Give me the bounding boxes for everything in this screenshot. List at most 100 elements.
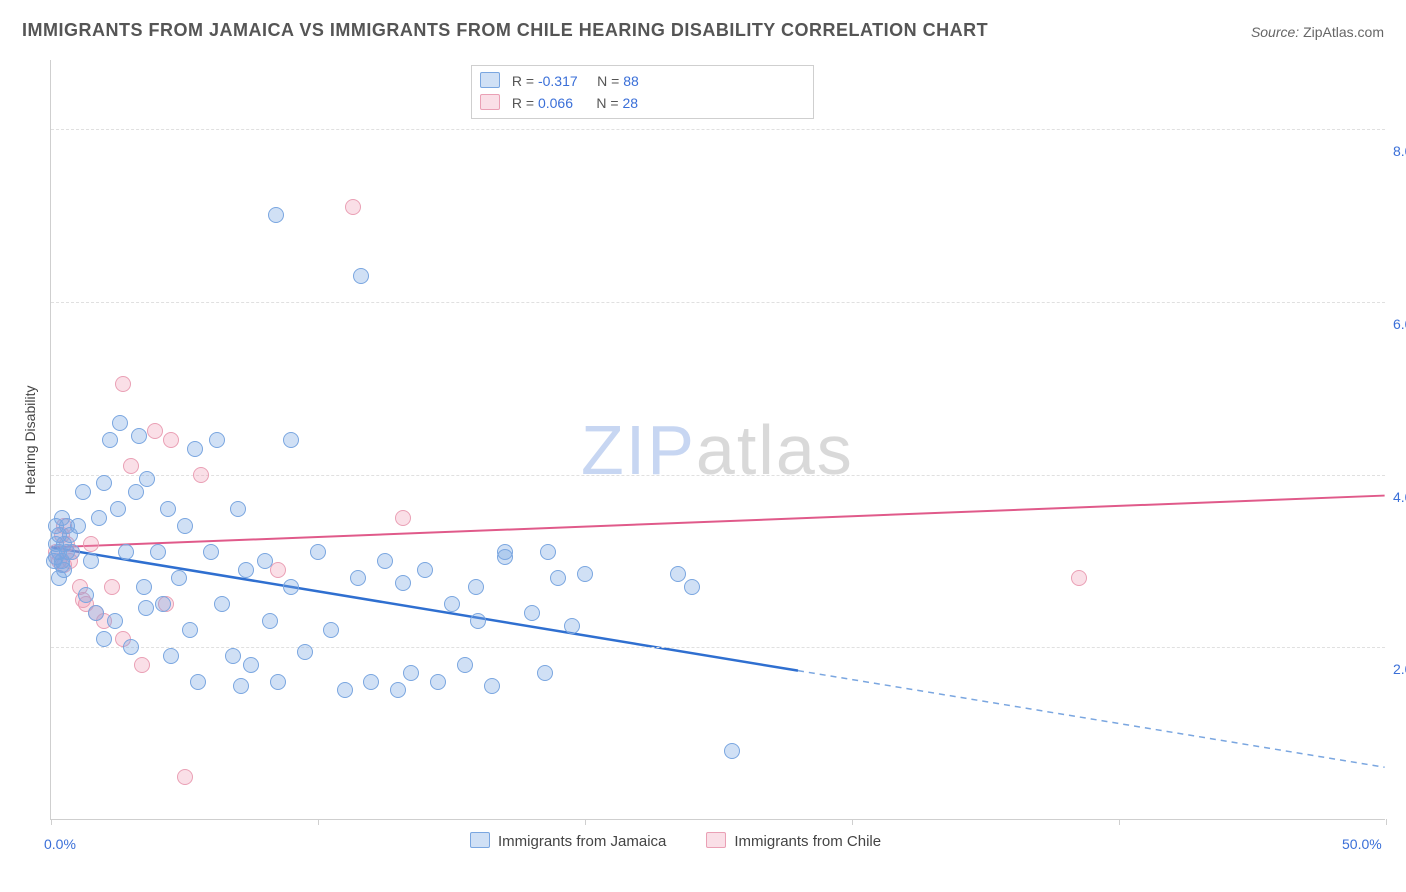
data-point-jamaica (138, 600, 154, 616)
n-value: 28 (622, 95, 638, 111)
data-point-jamaica (297, 644, 313, 660)
data-point-jamaica (233, 678, 249, 694)
data-point-jamaica (88, 605, 104, 621)
data-point-jamaica (262, 613, 278, 629)
data-point-jamaica (457, 657, 473, 673)
n-label: N = (597, 73, 619, 89)
data-point-jamaica (190, 674, 206, 690)
data-point-jamaica (310, 544, 326, 560)
data-point-jamaica (257, 553, 273, 569)
r-value: 0.066 (538, 95, 573, 111)
data-point-jamaica (91, 510, 107, 526)
data-point-jamaica (177, 518, 193, 534)
data-point-jamaica (171, 570, 187, 586)
data-point-jamaica (363, 674, 379, 690)
source-value: ZipAtlas.com (1303, 24, 1384, 40)
data-point-jamaica (139, 471, 155, 487)
data-point-jamaica (323, 622, 339, 638)
data-point-jamaica (128, 484, 144, 500)
data-point-chile (115, 376, 131, 392)
data-point-jamaica (203, 544, 219, 560)
data-point-jamaica (540, 544, 556, 560)
data-point-jamaica (70, 518, 86, 534)
data-point-chile (395, 510, 411, 526)
series-legend: Immigrants from Jamaica Immigrants from … (470, 832, 881, 850)
n-value: 88 (623, 73, 639, 89)
correlation-legend: R = -0.317 N = 88 R = 0.066 N = 28 (471, 65, 814, 119)
data-point-jamaica (670, 566, 686, 582)
x-axis-tick (1119, 819, 1120, 825)
scatter-plot-area: ZIPatlas R = -0.317 N = 88 R = 0.066 N =… (50, 60, 1385, 820)
x-axis-label-first: 0.0% (44, 836, 76, 852)
data-point-chile (147, 423, 163, 439)
data-point-jamaica (337, 682, 353, 698)
data-point-jamaica (107, 613, 123, 629)
data-point-jamaica (444, 596, 460, 612)
data-point-jamaica (724, 743, 740, 759)
correlation-legend-row-jamaica: R = -0.317 N = 88 (480, 70, 805, 92)
x-axis-tick (852, 819, 853, 825)
data-point-jamaica (484, 678, 500, 694)
data-point-jamaica (136, 579, 152, 595)
data-point-jamaica (131, 428, 147, 444)
data-point-jamaica (150, 544, 166, 560)
x-axis-tick (585, 819, 586, 825)
y-axis-tick-label: 6.0% (1393, 316, 1406, 332)
data-point-jamaica (377, 553, 393, 569)
data-point-jamaica (230, 501, 246, 517)
data-point-jamaica (187, 441, 203, 457)
data-point-jamaica (270, 674, 286, 690)
data-point-jamaica (225, 648, 241, 664)
data-point-jamaica (123, 639, 139, 655)
data-point-chile (193, 467, 209, 483)
data-point-chile (1071, 570, 1087, 586)
x-axis-tick (51, 819, 52, 825)
data-point-jamaica (238, 562, 254, 578)
r-value: -0.317 (538, 73, 578, 89)
data-point-jamaica (395, 575, 411, 591)
data-point-chile (134, 657, 150, 673)
data-point-jamaica (102, 432, 118, 448)
data-point-jamaica (390, 682, 406, 698)
gridline (51, 302, 1385, 303)
data-point-chile (177, 769, 193, 785)
data-point-chile (123, 458, 139, 474)
data-point-jamaica (403, 665, 419, 681)
x-axis-tick (318, 819, 319, 825)
data-point-jamaica (209, 432, 225, 448)
series-swatch-chile (706, 832, 726, 848)
data-point-jamaica (350, 570, 366, 586)
series-swatch-jamaica (470, 832, 490, 848)
correlation-legend-row-chile: R = 0.066 N = 28 (480, 92, 805, 114)
series-label-chile: Immigrants from Chile (734, 833, 881, 850)
watermark: ZIPatlas (581, 410, 854, 490)
series-legend-jamaica: Immigrants from Jamaica (470, 832, 666, 850)
gridline (51, 647, 1385, 648)
data-point-jamaica (353, 268, 369, 284)
y-axis-title: Hearing Disability (22, 386, 38, 495)
series-label-jamaica: Immigrants from Jamaica (498, 833, 666, 850)
series-legend-chile: Immigrants from Chile (706, 832, 881, 850)
data-point-jamaica (75, 484, 91, 500)
data-point-jamaica (182, 622, 198, 638)
data-point-jamaica (118, 544, 134, 560)
y-axis-tick-label: 2.0% (1393, 661, 1406, 677)
gridline (51, 129, 1385, 130)
data-point-jamaica (564, 618, 580, 634)
data-point-jamaica (417, 562, 433, 578)
x-axis-label-last: 50.0% (1342, 836, 1382, 852)
data-point-jamaica (83, 553, 99, 569)
r-label: R = (512, 95, 534, 111)
regression-lines (51, 60, 1385, 819)
data-point-jamaica (684, 579, 700, 595)
r-label: R = (512, 73, 534, 89)
data-point-jamaica (110, 501, 126, 517)
data-point-chile (83, 536, 99, 552)
data-point-jamaica (214, 596, 230, 612)
chart-source: Source: ZipAtlas.com (1251, 24, 1384, 40)
data-point-jamaica (96, 475, 112, 491)
data-point-jamaica (160, 501, 176, 517)
data-point-jamaica (163, 648, 179, 664)
gridline (51, 475, 1385, 476)
source-label: Source: (1251, 24, 1299, 40)
